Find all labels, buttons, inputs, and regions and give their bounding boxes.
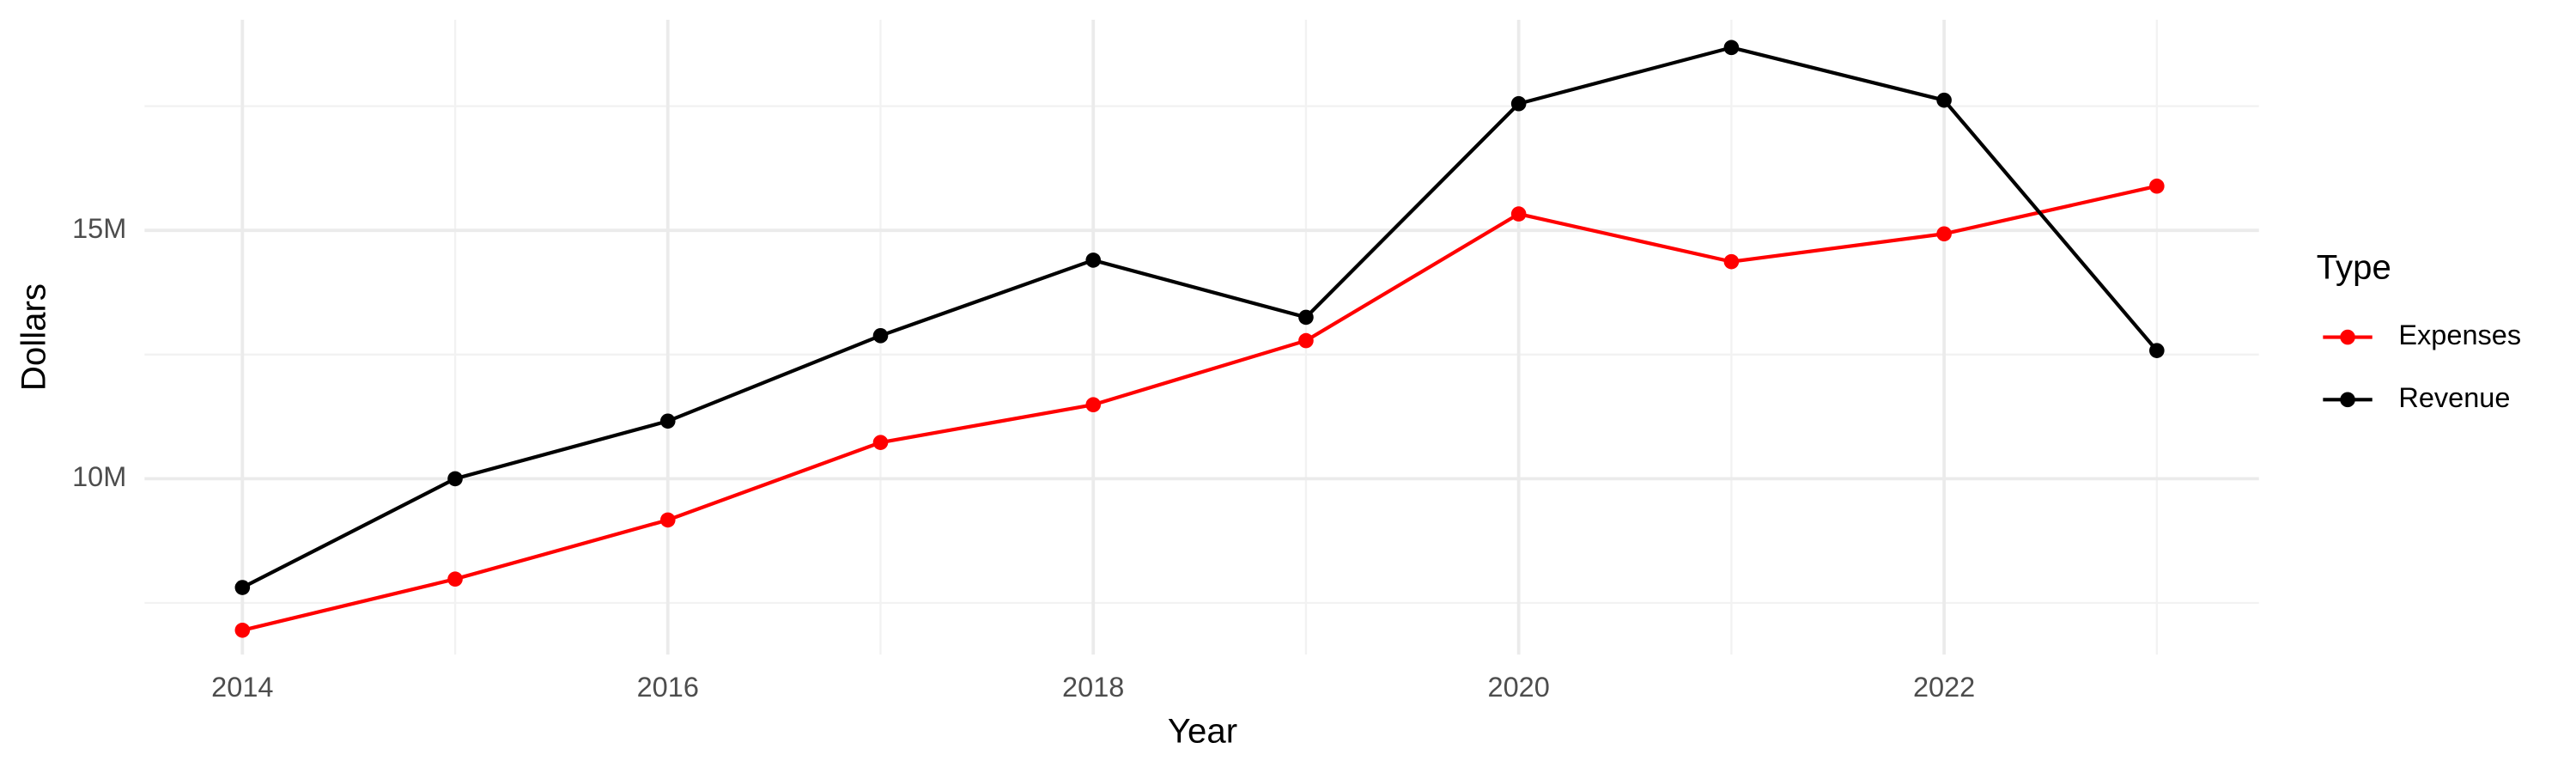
y-tick-label: 10M: [72, 461, 126, 492]
x-tick-label: 2016: [637, 672, 699, 703]
legend-label: Revenue: [2398, 382, 2510, 413]
point: [872, 435, 889, 450]
point: [659, 512, 676, 528]
y-tick-label: 15M: [72, 213, 126, 244]
point: [2149, 178, 2165, 194]
point: [659, 413, 676, 429]
point: [234, 622, 251, 638]
x-tick-label: 2022: [1913, 672, 1975, 703]
point: [447, 471, 463, 487]
point: [234, 580, 251, 595]
point: [1298, 309, 1314, 326]
x-tick-label: 2020: [1488, 672, 1550, 703]
legend-title: Type: [2317, 248, 2391, 287]
point: [1510, 95, 1527, 112]
point: [1936, 226, 1952, 242]
x-tick-label: 2018: [1062, 672, 1124, 703]
point: [1510, 206, 1527, 222]
y-axis-title: Dollars: [15, 283, 53, 391]
line: [241, 46, 2159, 589]
legend-key-point: [2340, 392, 2355, 408]
point: [1723, 40, 1740, 56]
x-axis-title: Year: [1168, 712, 1237, 751]
point: [1936, 92, 1952, 108]
line: [241, 184, 2158, 632]
legend-key-point: [2340, 329, 2355, 345]
point: [1723, 253, 1740, 270]
x-tick-label: 2014: [211, 672, 273, 703]
point: [2149, 343, 2165, 358]
legend-label: Expenses: [2398, 320, 2521, 350]
point: [1085, 397, 1102, 413]
point: [1298, 332, 1314, 349]
point: [1085, 253, 1102, 268]
point: [447, 571, 463, 587]
point: [872, 328, 889, 344]
